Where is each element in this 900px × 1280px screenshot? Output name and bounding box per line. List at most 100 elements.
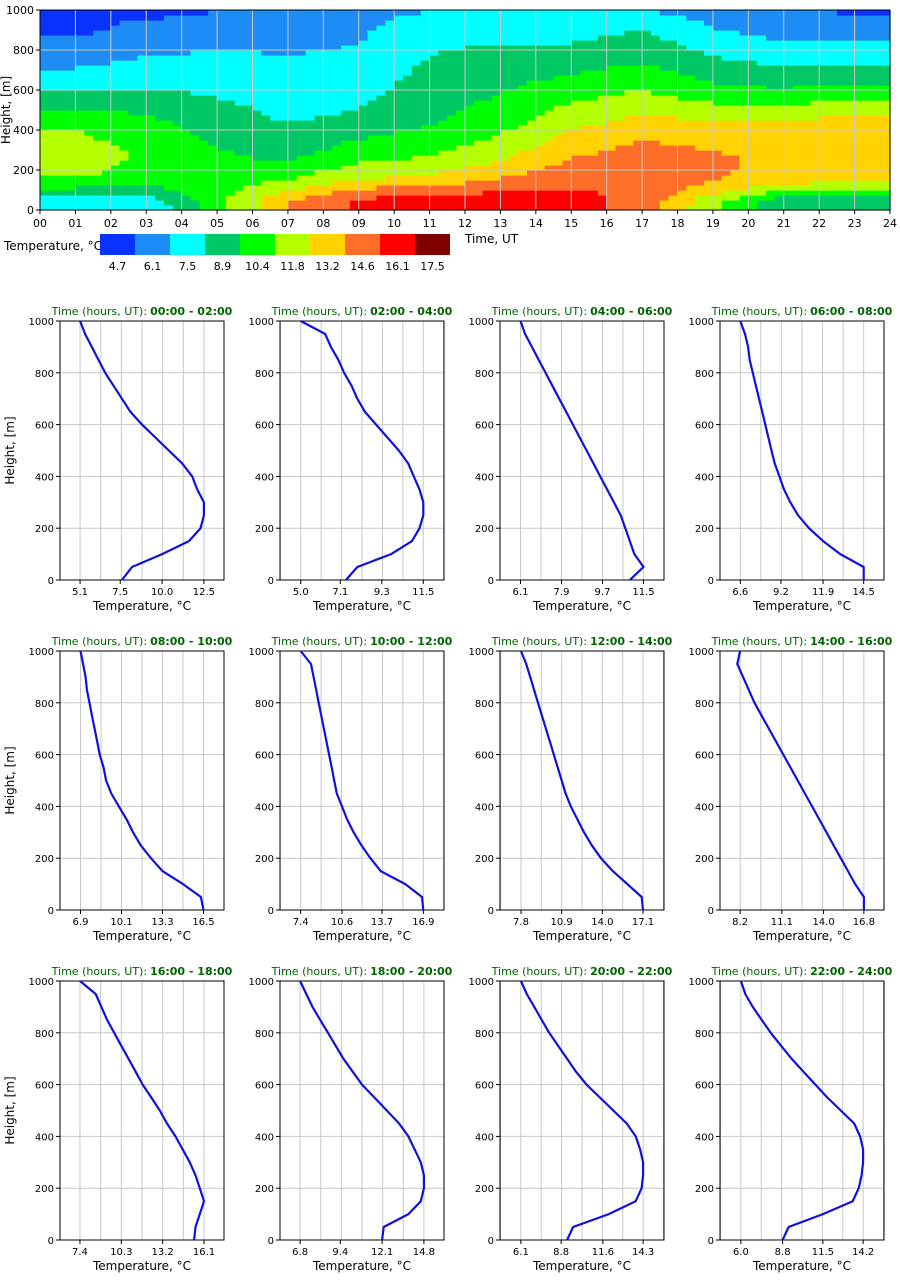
heatmap-cell: [199, 130, 209, 136]
heatmap-cell: [845, 180, 856, 186]
heatmap-cell: [482, 130, 493, 136]
profile-y-tick-label: 1000: [689, 647, 714, 658]
heatmap-cell: [721, 15, 732, 21]
heatmap-cell: [659, 140, 670, 146]
heatmap-cell: [863, 65, 873, 71]
heatmap-cell: [341, 90, 351, 96]
heatmap-cell: [491, 100, 502, 106]
profile-y-tick-label: 400: [475, 472, 494, 483]
profile-y-tick-label: 0: [48, 906, 54, 917]
heatmap-cell: [828, 155, 838, 161]
heatmap-cell: [783, 165, 794, 171]
heatmap-cell: [75, 65, 85, 71]
heatmap-cell: [642, 90, 652, 96]
heatmap-cell: [403, 30, 413, 36]
profile-y-tick-label: 800: [695, 1029, 714, 1040]
heatmap-cell: [84, 55, 94, 61]
heatmap-cell: [712, 35, 723, 41]
heatmap-cell: [872, 165, 882, 171]
heatmap-cell: [341, 80, 351, 86]
heatmap-cell: [287, 65, 298, 71]
heatmap-cell: [84, 130, 94, 136]
heatmap-cell: [66, 15, 77, 21]
heatmap-cell: [429, 45, 440, 51]
profile-title: Time (hours, UT): 22:00 - 24:00: [711, 965, 893, 978]
heatmap-cell: [234, 85, 245, 91]
heatmap-cell: [84, 45, 94, 51]
heatmap-cell: [721, 80, 732, 86]
heatmap-cell: [119, 135, 130, 141]
heatmap-cell: [225, 200, 236, 206]
heatmap-cell: [75, 185, 85, 191]
heatmap-cell: [854, 135, 865, 141]
heatmap-cell: [606, 90, 617, 96]
heatmap-cell: [766, 50, 776, 56]
heatmap-cell: [615, 140, 625, 146]
heatmap-cell: [48, 205, 59, 211]
profile-y-axis-label: Height, [m]: [3, 746, 17, 814]
heatmap-cell: [739, 75, 749, 81]
heatmap-cell: [562, 165, 572, 171]
heatmap-cell: [633, 190, 643, 196]
heatmap-cell: [261, 75, 271, 81]
heatmap-cell: [863, 105, 873, 111]
heatmap-cell: [349, 160, 360, 166]
heatmap-cell: [721, 120, 732, 126]
heatmap-cell: [447, 65, 457, 71]
heatmap-cell: [243, 175, 254, 181]
heatmap-cell: [447, 175, 457, 181]
heatmap-cell: [172, 195, 183, 201]
heatmap-cell: [323, 60, 333, 66]
heatmap-cell: [819, 60, 829, 66]
heatmap-cell: [349, 95, 360, 101]
heatmap-cell: [704, 175, 714, 181]
heatmap-cell: [190, 60, 200, 66]
profile-frame: [279, 980, 445, 1241]
heatmap-cell: [93, 190, 103, 196]
heatmap-cell: [597, 155, 608, 161]
heatmap-cell: [766, 175, 776, 181]
heatmap-cell: [438, 10, 448, 16]
heatmap-cell: [75, 100, 85, 106]
heatmap-cell: [323, 90, 333, 96]
profile-x-tick-label: 11.1: [771, 917, 793, 928]
heatmap-cell: [234, 135, 245, 141]
heatmap-cell: [757, 185, 767, 191]
heatmap-cell: [208, 15, 218, 21]
heatmap-cell: [828, 60, 838, 66]
heatmap-cell: [358, 65, 369, 71]
heatmap-cell: [668, 25, 679, 31]
heatmap-cell: [686, 35, 696, 41]
heatmap-cell: [845, 90, 856, 96]
heatmap-cell: [580, 190, 590, 196]
heatmap-cell: [571, 150, 581, 156]
heatmap-cell: [314, 75, 324, 81]
heatmap-cell: [305, 15, 316, 21]
heatmap-cell: [615, 190, 625, 196]
heatmap-cell: [93, 180, 103, 186]
heatmap-cell: [367, 160, 378, 166]
heatmap-cell: [155, 95, 165, 101]
profile-title: Time (hours, UT): 14:00 - 16:00: [711, 635, 893, 648]
heatmap-cell: [447, 120, 457, 126]
heatmap-cell: [403, 170, 413, 176]
heatmap-cell: [438, 135, 448, 141]
heatmap-cell: [553, 25, 563, 31]
heatmap-cell: [810, 125, 820, 131]
heatmap-cell: [642, 135, 652, 141]
heatmap-cell: [668, 90, 679, 96]
heatmap-cell: [774, 100, 785, 106]
heatmap-cell: [358, 50, 369, 56]
heatmap-cell: [155, 160, 165, 166]
heatmap-cell: [332, 60, 342, 66]
heatmap-cell: [544, 125, 555, 131]
profile-y-tick-label: 400: [695, 472, 714, 483]
heatmap-cell: [854, 60, 865, 66]
heatmap-cell: [704, 25, 714, 31]
heatmap-cell: [482, 105, 493, 111]
heatmap-cell: [394, 80, 404, 86]
heatmap-cell: [774, 45, 785, 51]
heatmap-cell: [217, 170, 227, 176]
heatmap-cell: [704, 185, 714, 191]
heatmap-cell: [376, 160, 386, 166]
